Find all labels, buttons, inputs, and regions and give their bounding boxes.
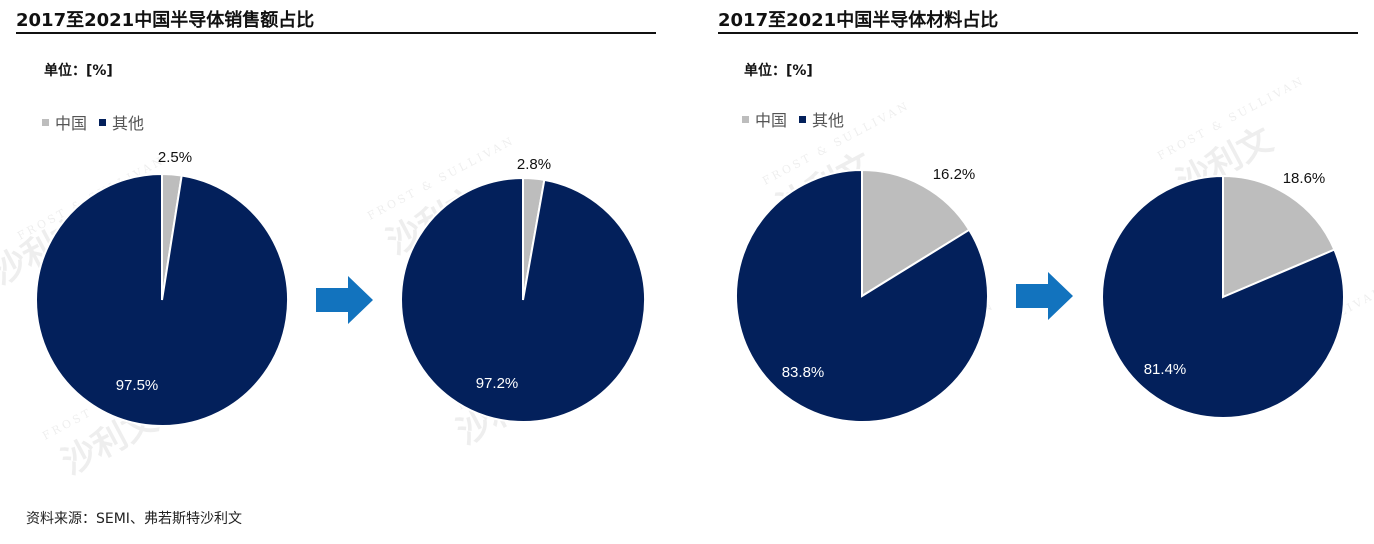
slice-label-china: 18.6% (1283, 170, 1326, 187)
slice-label-other: 83.8% (782, 364, 825, 381)
slice-label-other: 81.4% (1144, 361, 1187, 378)
pie-slice-other (1101, 174, 1345, 419)
legend-item-other: 其他 (99, 110, 144, 134)
legend-label: 中国 (55, 114, 88, 133)
arrow-right-icon (1016, 272, 1073, 320)
legend-label: 其他 (812, 111, 845, 130)
source-note: 资料来源：SEMI、弗若斯特沙利文 (26, 511, 242, 527)
panel-semiconductor-materials: 2017至2021中国半导体材料占比 单位：[%] 中国 其他 (700, 0, 1374, 544)
pie-slice-other (35, 172, 289, 427)
legend-item-china: 中国 (42, 110, 87, 134)
legend-swatch-icon (742, 115, 749, 123)
slice-label-china: 2.8% (517, 156, 551, 173)
legend: 中国 其他 (742, 107, 856, 131)
pie-chart-2: 2.8% 97.2% (400, 156, 646, 423)
pie-chart-3: 16.2% 83.8% (735, 166, 989, 423)
slice-label-china: 2.5% (158, 149, 192, 166)
legend-item-other: 其他 (799, 107, 844, 131)
title-divider (16, 32, 656, 34)
pie-chart-4: 18.6% 81.4% (1101, 170, 1345, 419)
panel-semiconductor-sales: 2017至2021中国半导体销售额占比 单位：[%] 中国 其他 资料来源：SE… (16, 10, 656, 527)
legend: 中国 其他 (42, 110, 156, 134)
pie-slice-other (400, 176, 646, 423)
legend-item-china: 中国 (742, 107, 787, 131)
legend-swatch-icon (99, 118, 107, 126)
title-divider (718, 32, 1358, 34)
slice-label-other: 97.5% (116, 377, 159, 394)
unit-label: 单位：[%] (44, 63, 113, 79)
legend-swatch-icon (799, 115, 807, 123)
slice-label-china: 16.2% (933, 166, 976, 183)
panel-title: 2017至2021中国半导体销售额占比 (16, 10, 315, 31)
legend-label: 其他 (112, 114, 145, 133)
pie-slice-other (735, 168, 989, 423)
arrow-right-icon (316, 276, 373, 324)
legend-swatch-icon (42, 118, 49, 126)
slice-label-other: 97.2% (476, 375, 519, 392)
legend-label: 中国 (755, 111, 788, 130)
panel-title: 2017至2021中国半导体材料占比 (718, 10, 999, 31)
pie-chart-1: 2.5% 97.5% (35, 149, 289, 427)
unit-label: 单位：[%] (744, 63, 813, 79)
pie-slice-china (1222, 174, 1336, 299)
pie-slice-china (861, 168, 971, 298)
